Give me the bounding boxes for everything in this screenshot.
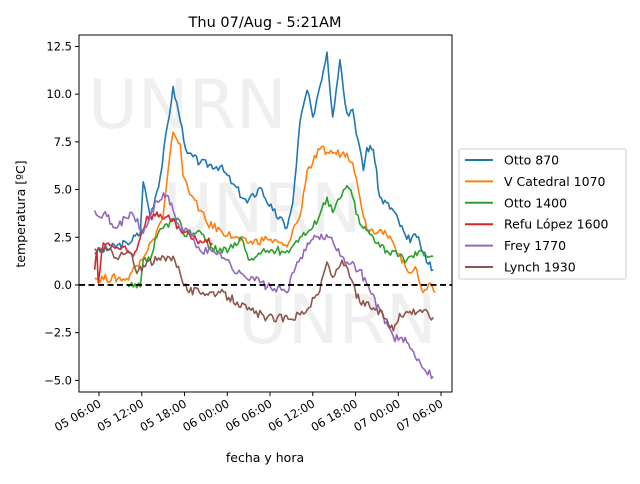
series-line-lynch-1930 xyxy=(94,245,434,332)
axes-frame xyxy=(78,34,453,393)
chart-title: Thu 07/Aug - 5:21AM xyxy=(188,15,342,31)
legend-label: Otto 870 xyxy=(504,153,559,168)
legend-label: Refu López 1600 xyxy=(504,217,609,232)
y-tick-label: 5.0 xyxy=(54,183,72,197)
y-tick-label: 12.5 xyxy=(46,39,72,53)
y-tick-label: 2.5 xyxy=(54,230,72,244)
y-axis-label: temperatura [ºC] xyxy=(13,160,28,267)
legend-frame xyxy=(458,148,627,280)
watermark-text: UNRN xyxy=(163,170,362,249)
y-tick-label: 7.5 xyxy=(54,135,72,149)
y-axis-ticks: −5.0 −2.5 0.0 2.5 5.0 7.5 10.0 12.5 xyxy=(44,39,79,387)
series-line-v-catedral-1070 xyxy=(94,131,436,294)
y-tick-label: −2.5 xyxy=(44,326,72,340)
legend-label: V Catedral 1070 xyxy=(504,174,606,189)
y-tick-label: 0.0 xyxy=(54,278,72,292)
watermark-text: UNRN xyxy=(88,66,287,145)
y-tick-label: 10.0 xyxy=(46,87,72,101)
y-tick-label: −5.0 xyxy=(44,373,72,387)
watermarks: UNRN UNRN UNRN xyxy=(88,66,437,360)
watermark-text: UNRN xyxy=(238,281,437,360)
legend-label: Otto 1400 xyxy=(504,195,567,210)
legend-label: Lynch 1930 xyxy=(504,260,576,275)
legend-label: Frey 1770 xyxy=(504,238,566,253)
x-axis-label: fecha y hora xyxy=(226,450,304,465)
series-line-otto-1400 xyxy=(127,184,434,289)
legend: Otto 870 V Catedral 1070 Otto 1400 Refu Lóp… xyxy=(458,148,627,280)
